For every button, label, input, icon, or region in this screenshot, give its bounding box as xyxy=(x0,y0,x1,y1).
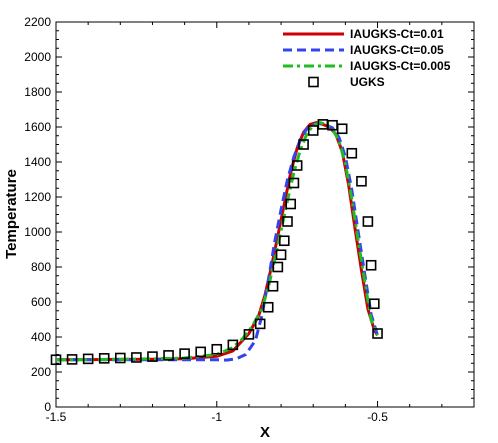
ugks-marker xyxy=(365,259,377,271)
ugks-marker xyxy=(66,354,78,365)
x-axis-title: X xyxy=(260,424,270,441)
ugks-marker xyxy=(50,354,62,366)
series-layer xyxy=(50,119,383,366)
ugks-marker xyxy=(275,249,287,261)
legend-label: IAUGKS-Ct=0.05 xyxy=(350,43,444,57)
y-tick-label: 1600 xyxy=(24,120,51,134)
y-tick-label: 200 xyxy=(31,365,51,379)
y-tick-label: 2200 xyxy=(24,15,51,29)
x-tick-label: -1 xyxy=(211,410,222,424)
ugks-marker xyxy=(336,123,348,135)
y-tick-label: 1800 xyxy=(24,85,51,99)
ugks-marker xyxy=(267,280,279,292)
ugks-marker xyxy=(131,352,142,363)
plot-area xyxy=(55,21,475,408)
ugks-marker xyxy=(307,125,319,136)
ugks-marker xyxy=(272,261,284,273)
ugks-marker xyxy=(179,348,190,359)
legend-label: UGKS xyxy=(350,75,385,89)
legend-marker-ugks xyxy=(308,76,319,88)
ugks-marker xyxy=(115,352,126,364)
ugks-marker xyxy=(278,235,290,247)
ugks-marker xyxy=(82,353,94,365)
ugks-marker xyxy=(147,351,158,362)
ugks-marker xyxy=(254,318,266,330)
ugks-marker xyxy=(372,328,383,339)
y-tick-label: 1400 xyxy=(24,155,51,169)
axes-layer: 0 200 400 600 800 1000 1200 1400 1600 1800 2000 220… xyxy=(24,15,475,424)
y-tick-label: 800 xyxy=(31,260,51,274)
y-tick-label: 1200 xyxy=(24,190,51,204)
y-axis-title: Temperature xyxy=(3,169,20,259)
ugks-marker xyxy=(163,350,174,361)
ugks-marker xyxy=(262,301,274,313)
ugks-marker xyxy=(298,139,309,150)
ugks-marker xyxy=(291,160,303,171)
ugks-marker xyxy=(288,177,300,189)
y-tick-label: 1000 xyxy=(24,225,51,239)
series-line-1 xyxy=(56,122,379,362)
legend: IAUGKS-Ct=0.01 IAUGKS-Ct=0.05 IAUGKS-Ct=0.… xyxy=(283,27,451,89)
ugks-marker xyxy=(211,343,223,355)
y-tick-label: 0 xyxy=(44,400,51,414)
ugks-marker xyxy=(227,339,239,351)
ugks-marker xyxy=(356,175,367,187)
x-tick-label: -1.5 xyxy=(46,410,67,424)
y-tick-label: 2000 xyxy=(24,50,51,64)
x-tick-label: -0.5 xyxy=(367,410,388,424)
ugks-marker xyxy=(285,198,297,210)
legend-label: IAUGKS-Ct=0.005 xyxy=(350,59,451,73)
ugks-marker xyxy=(282,216,293,227)
ugks-marker xyxy=(195,346,206,358)
y-tick-label: 400 xyxy=(31,330,51,344)
ugks-marker xyxy=(369,298,380,310)
ugks-marker xyxy=(243,329,255,340)
ugks-marker xyxy=(98,353,110,364)
ugks-marker xyxy=(362,216,374,227)
ugks-marker xyxy=(346,147,358,159)
legend-label: IAUGKS-Ct=0.01 xyxy=(350,27,444,41)
y-tick-label: 600 xyxy=(31,295,51,309)
